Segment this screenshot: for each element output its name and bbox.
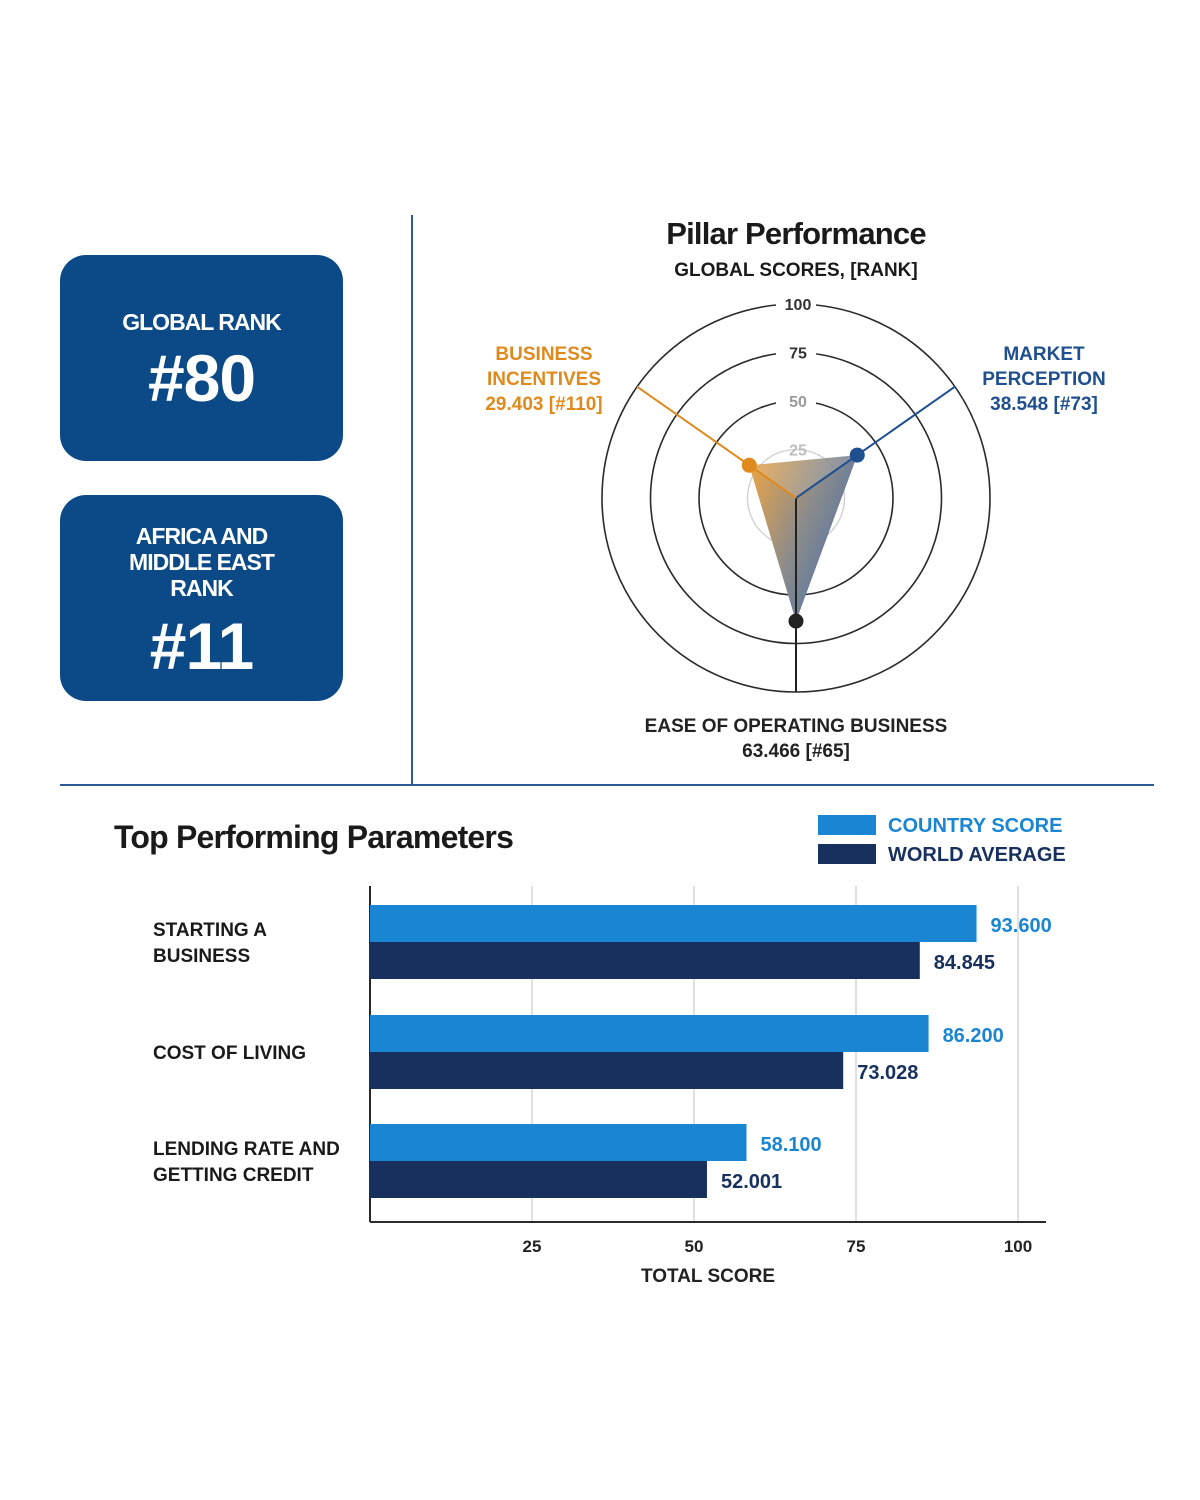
bar-x-tick-label: 25 [523, 1237, 542, 1256]
region-rank-label-line: RANK [170, 575, 233, 601]
bar-value-label: 86.200 [943, 1025, 1004, 1047]
bar-category-label: GETTING CREDIT [153, 1165, 314, 1186]
region-rank-card: AFRICA AND MIDDLE EAST RANK #11 [60, 495, 343, 701]
bar-value-label: 84.845 [934, 952, 995, 974]
radar-subtitle: GLOBAL SCORES, [RANK] [674, 260, 917, 281]
bar-category-label: COST OF LIVING [153, 1043, 306, 1064]
bar-world [370, 942, 920, 979]
radar-point [849, 447, 865, 463]
bar-value-label: 58.100 [760, 1134, 821, 1156]
radar-title: Pillar Performance [666, 216, 926, 251]
radar-axis-name: MARKET [1003, 344, 1085, 365]
radar-axis-score: 29.403 [#110] [485, 394, 602, 415]
radar-point [741, 457, 757, 473]
bar-value-label: 52.001 [721, 1171, 782, 1193]
region-rank-label-line: MIDDLE EAST [129, 549, 275, 575]
radar-tick-label: 50 [789, 394, 807, 411]
radar-axis-score: 63.466 [#65] [742, 741, 850, 762]
radar-tick-label: 75 [789, 346, 807, 363]
region-rank-value: #11 [149, 609, 254, 683]
radar-axis-name: EASE OF OPERATING BUSINESS [645, 716, 948, 737]
bar-chart-title: Top Performing Parameters [114, 819, 513, 855]
vertical-divider [411, 215, 413, 785]
horizontal-divider [60, 784, 1154, 786]
bar-category-label: LENDING RATE AND [153, 1139, 340, 1160]
legend-swatch [818, 815, 876, 835]
legend-swatch [818, 844, 876, 864]
radar-tick-label: 100 [785, 297, 812, 314]
bar-value-label: 73.028 [857, 1062, 918, 1084]
radar-axis-score: 38.548 [#73] [990, 394, 1098, 415]
bar-country [370, 1015, 929, 1052]
bar-category-label: BUSINESS [153, 946, 250, 967]
radar-axis-line [636, 385, 797, 499]
region-rank-label: AFRICA AND MIDDLE EAST RANK [60, 523, 343, 601]
global-rank-card: GLOBAL RANK #80 [60, 255, 343, 461]
radar-area-outline [749, 455, 858, 622]
global-rank-label: GLOBAL RANK [122, 309, 282, 335]
bar-world [370, 1161, 707, 1198]
radar-tick-bg [776, 294, 816, 314]
bar-x-axis-label: TOTAL SCORE [641, 1266, 775, 1287]
radar-axis-name: BUSINESS [495, 344, 592, 365]
bar-x-tick-label: 100 [1004, 1237, 1032, 1256]
radar-axis-line [795, 385, 956, 499]
top-parameters-bar-chart: Top Performing Parameters COUNTRY SCORE WO… [114, 815, 1066, 1287]
bar-x-tick-label: 75 [847, 1237, 866, 1256]
radar-tick-label: 25 [789, 443, 807, 460]
bar-x-tick-label: 50 [685, 1237, 704, 1256]
legend-label: WORLD AVERAGE [888, 844, 1066, 866]
bar-category-label: STARTING A [153, 920, 267, 941]
radar-axis-name: PERCEPTION [982, 369, 1106, 390]
bar-country [370, 1124, 747, 1161]
radar-point [788, 613, 804, 629]
radar-tick-bg [776, 391, 816, 411]
legend-label: COUNTRY SCORE [888, 815, 1062, 837]
bar-world [370, 1052, 844, 1089]
radar-axis-name: INCENTIVES [487, 369, 601, 390]
bar-country [370, 905, 977, 942]
global-rank-value: #80 [147, 341, 256, 415]
radar-tick-bg [776, 342, 816, 363]
bar-value-label: 93.600 [991, 915, 1052, 937]
region-rank-label-line: AFRICA AND [135, 523, 268, 549]
pillar-performance-radar-chart: Pillar Performance GLOBAL SCORES, [RANK] 2… [485, 216, 1106, 762]
